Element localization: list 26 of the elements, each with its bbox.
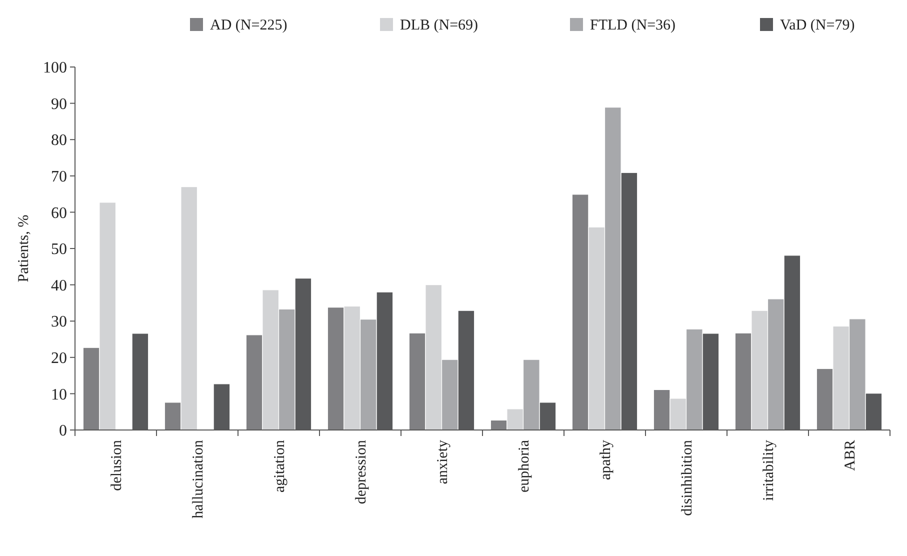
legend-label: AD (N=225) [210, 18, 288, 34]
y-tick-label: 80 [51, 132, 67, 150]
x-tick-label: ABR [842, 440, 858, 471]
x-tick-label: anxiety [435, 440, 451, 484]
legend-label: DLB (N=69) [400, 18, 478, 34]
y-tick-label: 70 [51, 168, 67, 186]
y-tick-label: 30 [51, 314, 67, 331]
y-tick-label: 60 [51, 204, 67, 222]
y-tick-label: 90 [51, 96, 67, 113]
y-tick-label: 50 [51, 241, 67, 258]
legend-label: FTLD (N=36) [590, 18, 676, 34]
y-tick-label: 20 [51, 350, 67, 367]
x-tick-label: irritability [761, 440, 777, 501]
x-tick-label: disinhibition [680, 440, 696, 516]
legend-label: VaD (N=79) [780, 18, 855, 34]
x-tick-label: hallucination [190, 440, 206, 518]
x-tick-label: euphoria [516, 440, 532, 492]
y-tick-label: 0 [59, 422, 67, 440]
x-tick-label: delusion [109, 440, 125, 491]
y-tick-label: 100 [43, 60, 67, 77]
y-axis-title: Patients, % [16, 214, 32, 282]
x-tick-label: apathy [598, 440, 614, 480]
y-tick-label: 40 [51, 277, 67, 294]
y-tick-label: 10 [51, 386, 67, 404]
x-tick-label: depression [354, 440, 370, 504]
x-tick-label: agitation [272, 440, 288, 492]
